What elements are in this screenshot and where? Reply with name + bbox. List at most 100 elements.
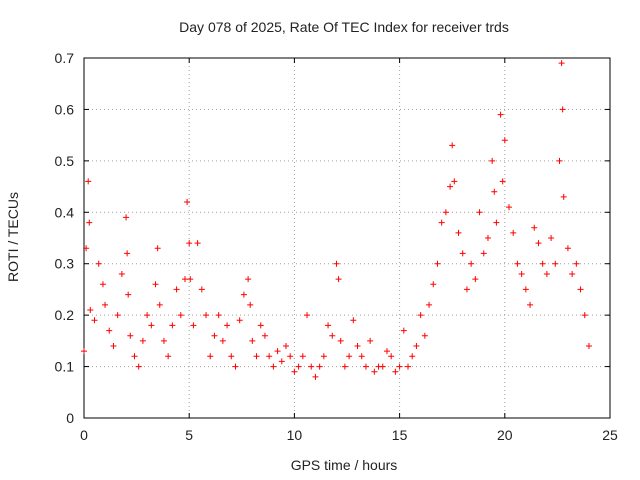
data-point	[350, 317, 357, 324]
data-point	[506, 204, 513, 211]
data-point	[173, 286, 180, 293]
data-point	[430, 281, 437, 288]
data-point	[184, 199, 191, 205]
data-point	[316, 363, 323, 370]
data-point	[125, 291, 132, 298]
data-point	[501, 137, 508, 144]
data-point	[135, 363, 142, 370]
data-point	[312, 373, 319, 380]
data-point	[86, 219, 93, 226]
data-point	[320, 353, 327, 360]
x-tick-label: 20	[497, 427, 513, 443]
x-axis-title: GPS time / hours	[291, 457, 398, 473]
data-points	[81, 60, 592, 380]
data-point	[527, 301, 534, 308]
data-point	[282, 343, 289, 349]
data-point	[451, 178, 458, 185]
data-point	[83, 245, 90, 252]
data-point	[87, 307, 94, 313]
data-point	[514, 260, 521, 267]
data-point	[581, 312, 588, 319]
data-point	[181, 276, 188, 283]
data-point	[257, 322, 264, 329]
data-point	[266, 353, 273, 360]
data-point	[110, 343, 117, 349]
data-point	[245, 276, 252, 283]
data-point	[85, 178, 92, 185]
data-point	[114, 312, 121, 319]
data-point	[438, 219, 445, 226]
data-point	[127, 332, 134, 339]
y-axis-title: ROTI / TECUs	[5, 192, 21, 282]
data-point	[371, 368, 378, 375]
data-point	[564, 245, 571, 252]
data-point	[449, 142, 456, 149]
data-point	[270, 363, 277, 370]
data-point	[240, 291, 247, 298]
data-point	[341, 363, 348, 370]
data-point	[413, 343, 420, 349]
data-point	[569, 271, 576, 277]
data-point	[219, 337, 226, 344]
data-point	[480, 250, 487, 257]
data-point	[543, 271, 550, 277]
y-tick-label: 0.1	[55, 359, 75, 375]
y-tick-label: 0.7	[55, 50, 75, 66]
data-point	[491, 188, 498, 195]
y-tick-label: 0.4	[55, 204, 75, 220]
data-point	[124, 250, 131, 257]
x-tick-label: 0	[80, 427, 88, 443]
data-point	[335, 276, 342, 283]
data-point	[346, 353, 353, 360]
data-point	[224, 322, 231, 329]
data-point	[144, 312, 151, 319]
plot-frame	[83, 57, 611, 419]
data-point	[472, 276, 479, 283]
data-point	[417, 312, 424, 319]
data-point	[535, 240, 542, 247]
data-point	[531, 224, 538, 231]
data-point	[354, 343, 361, 349]
data-point	[325, 322, 332, 329]
data-point	[198, 286, 205, 293]
x-tick-label: 25	[602, 427, 618, 443]
data-point	[215, 312, 222, 319]
data-point	[156, 301, 163, 308]
data-point	[409, 353, 416, 360]
x-tick-label: 15	[392, 427, 408, 443]
data-point	[247, 301, 254, 308]
axis-ticks: 0 5 10 15 20 25 0 0.1 0.2 0.3 0.4 0.5 0.6 0.7	[55, 50, 618, 443]
data-point	[392, 368, 399, 375]
x-tick-label: 5	[185, 427, 193, 443]
data-point	[497, 111, 504, 118]
y-tick-label: 0.2	[55, 307, 75, 323]
data-point	[186, 240, 193, 247]
data-point	[261, 332, 268, 339]
x-tick-label: 10	[287, 427, 303, 443]
data-point	[165, 353, 172, 360]
data-point	[539, 260, 546, 267]
data-point	[556, 157, 563, 164]
data-point	[274, 348, 281, 355]
data-point	[522, 286, 529, 293]
data-point	[295, 363, 302, 370]
data-point	[207, 353, 214, 360]
data-point	[358, 353, 365, 360]
data-point	[160, 337, 167, 344]
data-point	[102, 301, 109, 308]
data-point	[400, 327, 407, 334]
data-point	[253, 353, 260, 360]
data-point	[459, 250, 466, 257]
data-point	[308, 363, 315, 370]
data-point	[118, 271, 125, 277]
data-point	[442, 209, 449, 216]
data-point	[548, 235, 555, 241]
data-point	[463, 286, 470, 293]
data-point	[148, 322, 155, 329]
data-point	[91, 317, 98, 324]
data-point	[396, 363, 403, 370]
data-point	[139, 337, 146, 344]
data-point	[367, 337, 374, 344]
